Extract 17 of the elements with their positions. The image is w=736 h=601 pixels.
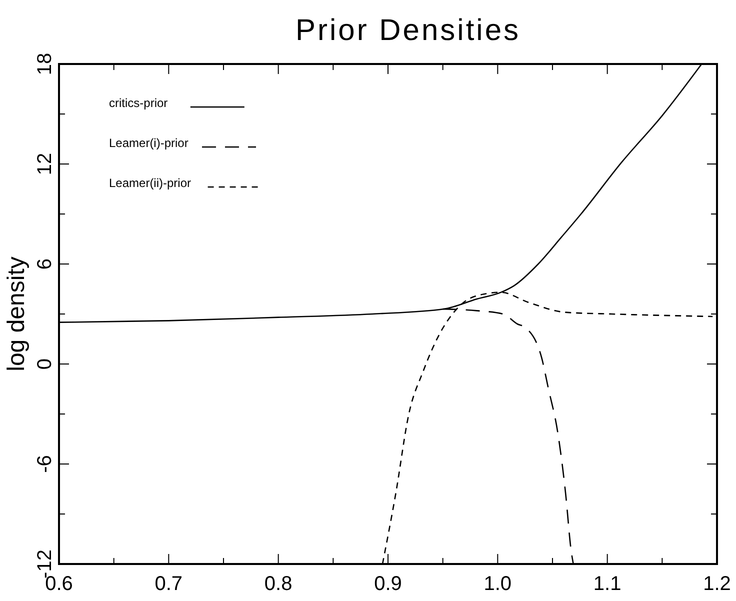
y-tick-label: -6 xyxy=(34,455,56,473)
x-tick-label: 1.1 xyxy=(593,573,622,595)
y-tick-label: 6 xyxy=(34,258,56,270)
x-tick-label: 1.2 xyxy=(703,573,731,595)
y-tick-label: 0 xyxy=(34,358,56,370)
y-tick-label: 18 xyxy=(34,52,56,76)
x-tick-label: 0.8 xyxy=(264,573,292,595)
legend-label: Leamer(i)-prior xyxy=(109,136,188,150)
x-tick-label: 0.9 xyxy=(374,573,402,595)
chart-title: Prior Densities xyxy=(295,14,521,47)
x-tick-label: 0.6 xyxy=(45,573,73,595)
y-axis-title: log density xyxy=(3,256,30,372)
x-tick-label: 1.0 xyxy=(484,573,512,595)
legend-label: Leamer(ii)-prior xyxy=(109,176,192,190)
y-tick-label: 12 xyxy=(34,152,56,176)
x-tick-label: 0.7 xyxy=(154,573,183,595)
legend-label: critics-prior xyxy=(109,96,168,110)
